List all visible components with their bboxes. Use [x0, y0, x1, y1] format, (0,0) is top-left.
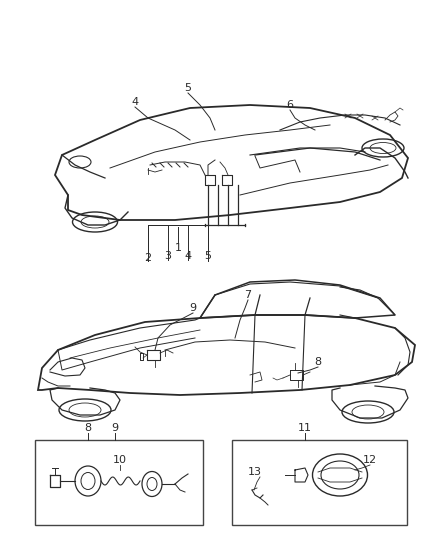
- Text: 9: 9: [111, 423, 119, 433]
- Text: 1: 1: [174, 243, 181, 253]
- Text: 6: 6: [286, 100, 293, 110]
- Text: 12: 12: [363, 455, 377, 465]
- Text: 7: 7: [244, 290, 251, 300]
- Text: 13: 13: [248, 467, 262, 477]
- Bar: [35, 440, 203, 525]
- Text: 3: 3: [165, 251, 172, 261]
- Bar: [232, 440, 407, 525]
- Text: 9: 9: [190, 303, 197, 313]
- Text: 4: 4: [131, 97, 138, 107]
- Text: 2: 2: [145, 253, 152, 263]
- Text: 8: 8: [85, 423, 92, 433]
- Text: 5: 5: [205, 251, 212, 261]
- Text: 5: 5: [184, 83, 191, 93]
- Text: 11: 11: [298, 423, 312, 433]
- Text: 10: 10: [113, 455, 127, 465]
- Text: 4: 4: [184, 251, 191, 261]
- Text: 8: 8: [314, 357, 321, 367]
